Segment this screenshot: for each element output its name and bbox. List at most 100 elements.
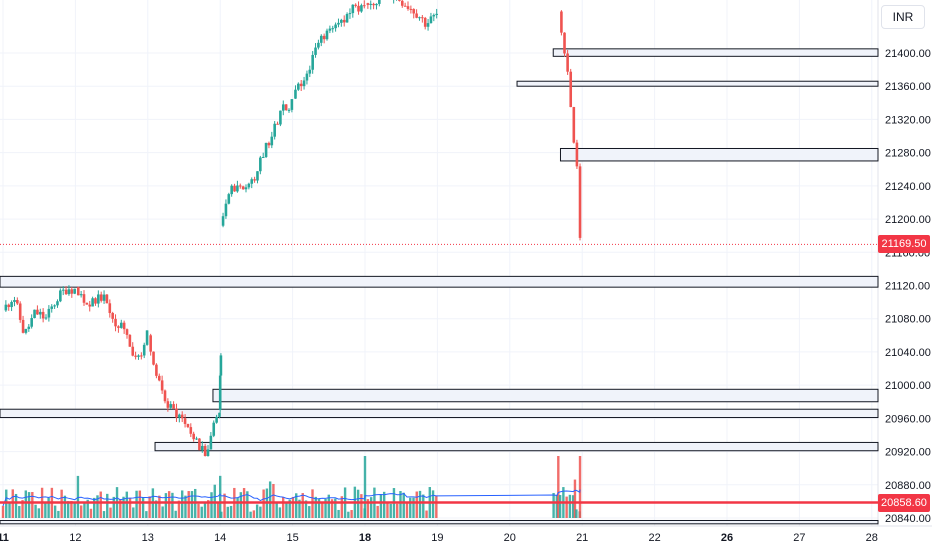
price-tick-label: 20960.00 — [885, 413, 931, 425]
candle-body — [7, 304, 11, 308]
volume-bar — [314, 496, 317, 518]
lines-layer — [0, 243, 878, 504]
volume-bar — [425, 510, 428, 518]
candle-body — [334, 24, 337, 29]
volume-bar — [210, 492, 213, 518]
candle-body — [227, 194, 231, 204]
volume-bar — [102, 511, 106, 518]
volume-bar — [402, 492, 405, 518]
candle-body — [82, 294, 86, 303]
candle-body — [105, 294, 109, 304]
candle-body — [24, 328, 28, 333]
candle-body — [59, 290, 62, 302]
candle-body — [64, 289, 68, 295]
candle-body — [125, 329, 129, 335]
volume-bar — [99, 491, 102, 518]
candle-body — [218, 412, 221, 417]
candle-body — [186, 423, 190, 428]
volume-bar — [337, 509, 340, 518]
current-price-label: 21169.50 — [878, 235, 930, 254]
volume-bar — [180, 490, 184, 518]
volume-bar — [360, 494, 363, 518]
time-tick-label: 19 — [431, 532, 443, 544]
time-tick-label: 14 — [214, 532, 226, 544]
currency-selector[interactable]: INR — [881, 5, 925, 29]
candle-body — [400, 0, 404, 6]
candle-body — [27, 326, 31, 329]
volume-bar — [220, 511, 223, 518]
candle-body — [267, 142, 271, 146]
candle-body — [142, 344, 146, 356]
candle-body — [250, 179, 254, 184]
volume-bar — [18, 506, 21, 518]
volume-bar — [327, 494, 330, 518]
candle-body — [253, 179, 256, 181]
volume-bar — [8, 502, 11, 518]
candle-body — [10, 302, 13, 308]
volume-bar — [158, 495, 161, 518]
candle-body — [175, 408, 178, 418]
volume-bar — [177, 500, 181, 518]
candle-body — [140, 355, 143, 357]
volume-bar — [418, 490, 422, 518]
time-axis[interactable]: 11 12 13 14 15 18 19 20 21 22 26 27 28 — [0, 532, 878, 544]
candle-body — [218, 375, 222, 411]
candle-body — [192, 433, 195, 440]
candle-body — [99, 294, 103, 301]
time-tick-label: 20 — [504, 532, 516, 544]
candle-body — [575, 142, 579, 167]
volume-bar — [412, 497, 415, 518]
candle-body — [435, 13, 438, 15]
time-tick-label: 12 — [69, 532, 81, 544]
candle-body — [357, 5, 360, 12]
time-tick-label: 18 — [359, 532, 371, 544]
volume-bar — [396, 503, 399, 518]
candle-body — [403, 5, 407, 7]
volume-bar — [431, 490, 435, 518]
candle-body — [149, 335, 152, 352]
volume-bar — [389, 503, 392, 518]
volume-bar — [89, 508, 93, 518]
candle-body — [16, 299, 19, 304]
candle-body — [360, 5, 363, 12]
volume-bar — [376, 505, 379, 518]
candle-body — [33, 309, 36, 319]
volume-ma-line — [2, 489, 581, 507]
candle-body — [215, 416, 218, 423]
volume-bar — [405, 503, 409, 518]
volume-bar — [223, 493, 226, 518]
candle-body — [178, 414, 181, 418]
candle-body — [348, 13, 352, 15]
volume-bar — [317, 498, 321, 518]
candle-body — [572, 107, 576, 143]
time-tick-label: 21 — [576, 532, 588, 544]
candle-body — [372, 3, 375, 6]
volume-bar — [138, 490, 142, 518]
volume-bar — [415, 491, 418, 518]
volume-bar — [219, 475, 222, 518]
candle-body — [297, 83, 300, 90]
candle-body — [578, 166, 582, 238]
candle-body — [44, 317, 48, 319]
candle-body — [299, 83, 303, 87]
volume-bar — [575, 509, 578, 518]
candle-body — [94, 298, 97, 304]
candle-body — [429, 16, 433, 24]
volume-bar — [399, 491, 402, 518]
candle-body — [230, 185, 233, 195]
candle-body — [238, 185, 242, 187]
candle-body — [128, 334, 132, 347]
volume-bar — [291, 496, 295, 518]
volume-bar — [259, 506, 262, 518]
price-axis[interactable]: 21400.00 21360.00 21320.00 21280.00 21240.00… — [885, 48, 931, 525]
candle-body — [432, 14, 436, 17]
candle-body — [398, 0, 401, 1]
candle-body — [261, 156, 265, 158]
volume-bar — [174, 510, 177, 518]
candle-body — [322, 35, 326, 40]
volume-bar — [141, 497, 145, 518]
volume-bar — [161, 506, 164, 518]
candle-body — [137, 355, 140, 357]
